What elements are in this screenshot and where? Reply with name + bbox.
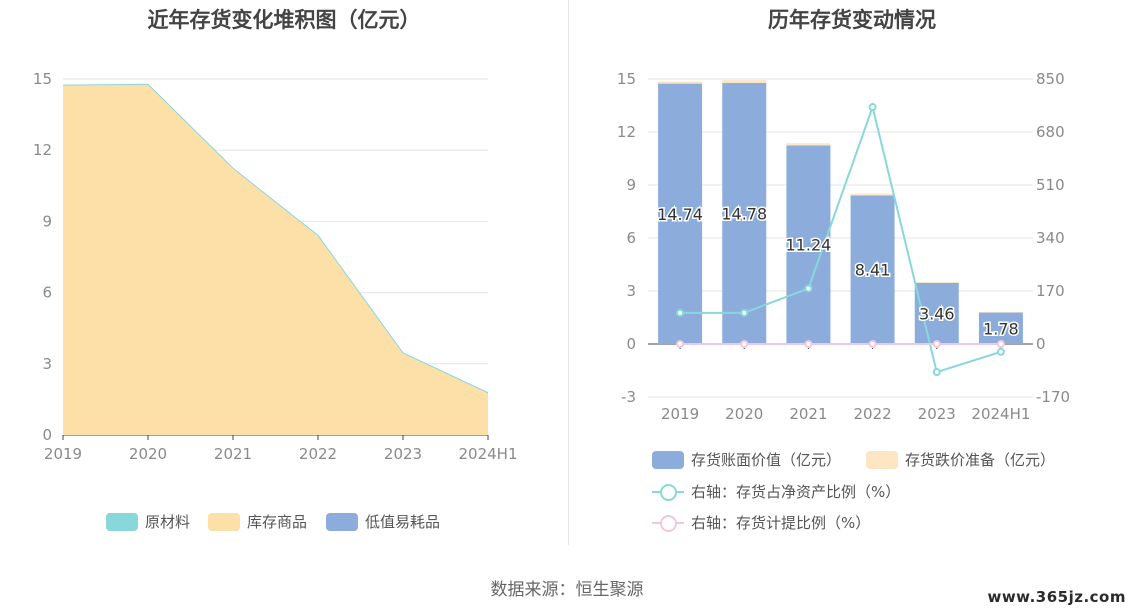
- bar-impairment: [658, 81, 703, 84]
- x-tick-label: 2023: [918, 405, 956, 423]
- bar-book-value: [722, 82, 767, 345]
- bar-data-label: 14.74: [657, 205, 703, 224]
- bar-impairment: [914, 281, 959, 283]
- legend-book-value-label: 存货账面价值（亿元）: [691, 451, 842, 469]
- y-tick-label: 12: [33, 141, 52, 159]
- legend-impairment-ratio-label: 右轴：存货计提比例（%）: [691, 514, 871, 532]
- x-tick-label: 2022: [853, 405, 891, 423]
- bar-impairment: [978, 311, 1023, 313]
- legend-consumables-swatch: [326, 512, 358, 531]
- x-tick-label: 2020: [725, 405, 763, 423]
- line-point: [740, 340, 749, 348]
- x-tick-label: 2024H1: [971, 405, 1030, 423]
- x-tick-label: 2021: [214, 445, 252, 463]
- stacked-area-panel: 近年存货变化堆积图（亿元） 0 3 6 9 12 15 2019 2020 2021 2022 20…: [0, 0, 568, 560]
- y-tick-label: 9: [42, 212, 52, 230]
- legend-net-asset-ratio[interactable]: 右轴：存货占净资产比例（%）: [652, 481, 900, 502]
- stacked-area-chart: 0 3 6 9 12 15 2019 2020 2021 2022 2023 2024H1: [33, 70, 518, 463]
- y-tick-label: 0: [42, 426, 52, 444]
- bar-book-value: [978, 312, 1023, 344]
- legend-raw-label: 原材料: [145, 513, 191, 531]
- x-tick-label: 2021: [789, 405, 827, 423]
- inventory-change-panel: 历年存货变动情况 -3 0 3 6 9 12 15 -170 0 170 340 510 680 850 2…: [570, 0, 1134, 560]
- y-right-tick-label: 850: [1036, 70, 1065, 88]
- y-tick-label: 3: [42, 355, 52, 373]
- legend-net-asset-line-icon: [652, 483, 684, 501]
- line-point: [676, 340, 685, 348]
- line-point: [868, 340, 877, 348]
- legend-impairment-ratio-line-icon: [652, 514, 684, 532]
- legend-goods-label: 库存商品: [247, 513, 308, 531]
- line-point: [932, 340, 941, 348]
- legend-book-value-swatch: [652, 450, 684, 469]
- y-left-tick-label: 6: [626, 229, 636, 247]
- legend-impairment-swatch: [866, 450, 898, 469]
- y-right-tick-label: -170: [1036, 388, 1070, 406]
- bar-impairment: [786, 143, 831, 146]
- y-tick-label: 6: [42, 284, 52, 302]
- x-tick-label: 2024H1: [459, 445, 518, 463]
- x-tick-label: 2019: [661, 405, 699, 423]
- line-point: [996, 340, 1005, 348]
- bar-impairment: [850, 193, 895, 196]
- y-left-tick-label: 15: [617, 70, 636, 88]
- legend-goods-swatch: [208, 512, 240, 531]
- bar-data-label: 1.78: [983, 319, 1019, 338]
- line-point: [804, 340, 813, 348]
- y-left-tick-label: -3: [621, 388, 636, 406]
- inventory-bar-line-chart: -3 0 3 6 9 12 15 -170 0 170 340 510 680 850 2019 2020 20…: [617, 70, 1070, 423]
- line-point: [804, 284, 813, 293]
- bar-data-label: 8.41: [855, 261, 891, 280]
- line-point: [868, 103, 877, 112]
- line-series-0: [680, 103, 1002, 374]
- legend-impairment-ratio[interactable]: 右轴：存货计提比例（%）: [652, 512, 870, 533]
- legend-impairment[interactable]: 存货跌价准备（亿元）: [866, 449, 1055, 470]
- y-right-tick-label: 510: [1036, 176, 1065, 194]
- bar-data-label: 14.78: [721, 204, 767, 223]
- y-left-tick-label: 9: [626, 176, 636, 194]
- bar-data-label: 3.46: [919, 304, 955, 323]
- left-chart-title: 近年存货变化堆积图（亿元）: [147, 8, 421, 32]
- x-tick-label: 2020: [129, 445, 167, 463]
- watermark: www.365jz.com: [987, 588, 1126, 606]
- data-source-note: 数据来源：恒生聚源: [490, 580, 644, 600]
- y-right-tick-label: 170: [1036, 282, 1065, 300]
- legend-consumables-label: 低值易耗品: [365, 513, 441, 531]
- x-tick-label: 2022: [299, 445, 337, 463]
- line-point: [996, 347, 1005, 356]
- y-right-tick-label: 0: [1036, 335, 1046, 353]
- area-series-1: [63, 84, 488, 435]
- legend-goods[interactable]: 库存商品: [208, 511, 307, 532]
- legend-impairment-label: 存货跌价准备（亿元）: [905, 451, 1056, 469]
- legend-consumables[interactable]: 低值易耗品: [326, 511, 440, 532]
- legend-book-value[interactable]: 存货账面价值（亿元）: [652, 449, 841, 470]
- x-tick-label: 2023: [384, 445, 422, 463]
- legend-raw-swatch: [106, 512, 138, 531]
- bar-data-label: 11.24: [786, 236, 832, 255]
- y-left-tick-label: 3: [626, 282, 636, 300]
- y-right-tick-label: 340: [1036, 229, 1065, 247]
- bar-book-value: [850, 195, 895, 344]
- y-right-tick-label: 680: [1036, 123, 1065, 141]
- line-point: [740, 308, 749, 317]
- legend-raw-material[interactable]: 原材料: [106, 511, 190, 532]
- line-point: [932, 368, 941, 377]
- right-chart-title: 历年存货变动情况: [768, 8, 936, 32]
- bar-book-value: [658, 83, 703, 345]
- y-left-tick-label: 12: [617, 123, 636, 141]
- line-point: [676, 308, 685, 317]
- bar-impairment: [722, 80, 767, 83]
- y-tick-label: 15: [33, 70, 52, 88]
- legend-net-asset-label: 右轴：存货占净资产比例（%）: [691, 483, 901, 501]
- y-left-tick-label: 0: [626, 335, 636, 353]
- area-top-line: [62, 83, 489, 394]
- x-tick-label: 2019: [44, 445, 82, 463]
- panel-divider: [568, 0, 569, 545]
